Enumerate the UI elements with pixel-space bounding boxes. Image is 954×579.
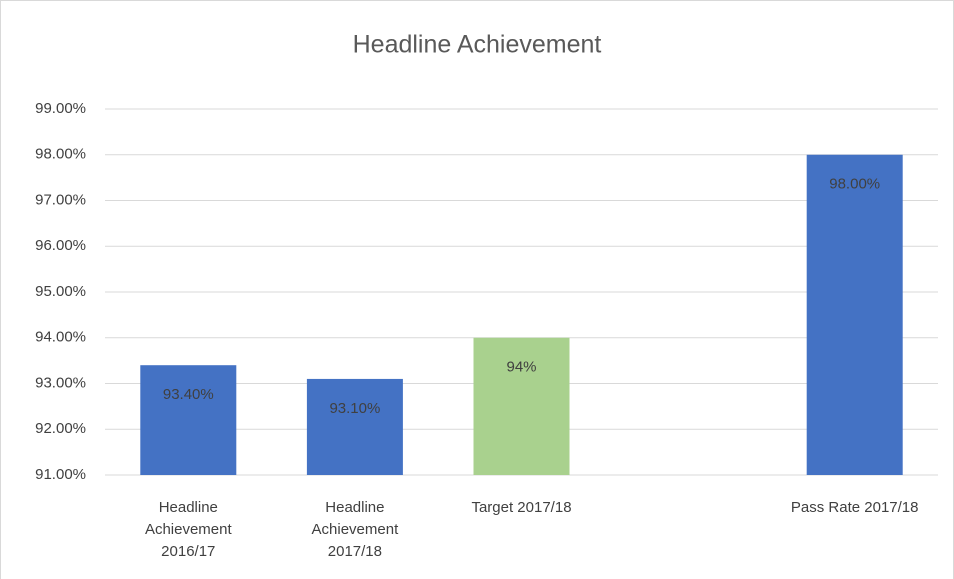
bar: [473, 337, 570, 475]
y-tick-label: 98.00%: [35, 146, 86, 163]
y-tick-label: 91.00%: [35, 466, 86, 483]
y-tick-label: 93.00%: [35, 374, 86, 391]
y-tick-label: 94.00%: [35, 329, 86, 346]
x-tick-label: Headline Achievement 2016/17: [144, 499, 232, 560]
data-label: 93.10%: [329, 400, 380, 417]
x-tick-label: Pass Rate 2017/18: [790, 499, 919, 516]
y-tick-label: 96.00%: [35, 237, 86, 254]
data-label: 94%: [506, 359, 536, 376]
bar: [306, 378, 403, 475]
bar: [806, 154, 903, 475]
chart-title: Headline Achievement: [353, 31, 602, 59]
y-tick-label: 99.00%: [35, 100, 86, 117]
y-tick-label: 95.00%: [35, 283, 86, 300]
y-tick-label: 97.00%: [35, 191, 86, 208]
data-label: 93.40%: [163, 386, 214, 403]
x-tick-label: Target 2017/18: [471, 499, 572, 516]
y-tick-label: 92.00%: [35, 420, 86, 437]
x-tick-label: Headline Achievement 2017/18: [311, 499, 399, 560]
bar: [140, 365, 237, 475]
data-label: 98.00%: [829, 176, 880, 193]
